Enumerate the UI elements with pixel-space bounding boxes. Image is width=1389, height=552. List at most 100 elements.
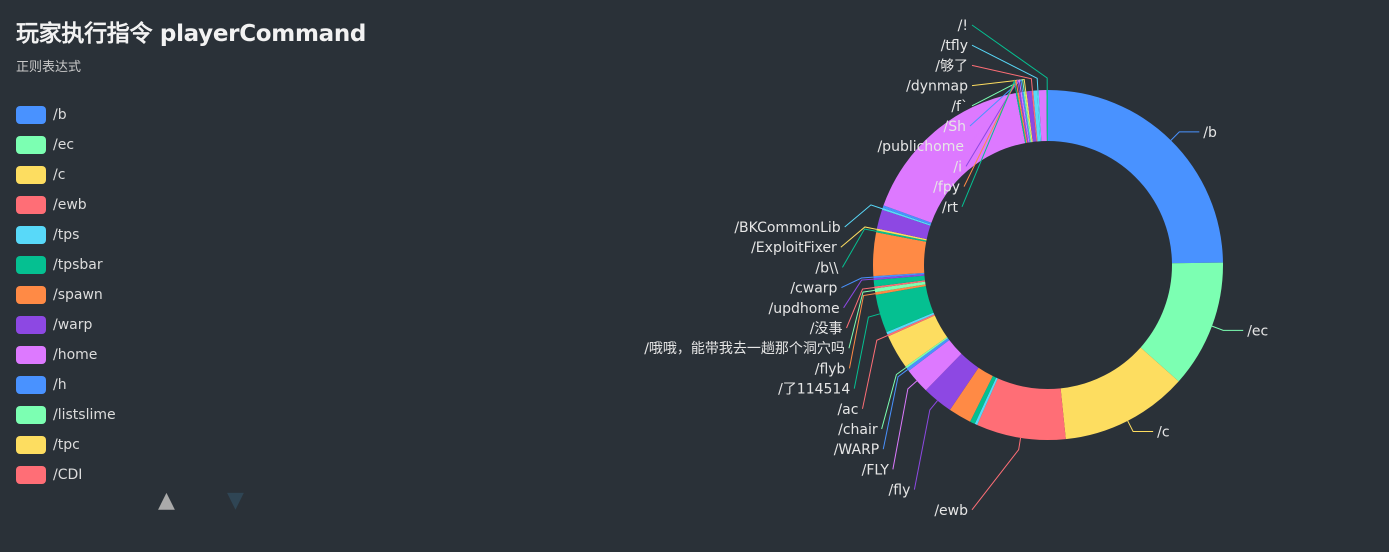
legend-item[interactable]: /ewb bbox=[16, 190, 116, 220]
legend-label: /tpsbar bbox=[53, 257, 103, 273]
legend-label: /spawn bbox=[53, 287, 103, 303]
pie-slice[interactable] bbox=[905, 337, 948, 369]
legend-item[interactable]: /h bbox=[16, 370, 116, 400]
pie-slice[interactable] bbox=[949, 367, 993, 422]
legend-swatch bbox=[16, 316, 46, 334]
pie-slice[interactable] bbox=[881, 207, 931, 226]
pie-slice[interactable] bbox=[1023, 91, 1032, 143]
pie-slice[interactable] bbox=[1048, 90, 1223, 264]
slice-label: /b\\ bbox=[815, 260, 838, 276]
pie-slice[interactable] bbox=[873, 272, 925, 279]
pie-slice[interactable] bbox=[1018, 92, 1029, 143]
pie-slice[interactable] bbox=[874, 281, 926, 293]
pie-slice[interactable] bbox=[876, 209, 931, 240]
pie-slice[interactable] bbox=[875, 284, 926, 295]
pie-slice[interactable] bbox=[874, 280, 926, 289]
slice-label: /flyb bbox=[815, 361, 846, 377]
label-line bbox=[971, 64, 1033, 91]
label-line bbox=[848, 293, 876, 369]
label-line bbox=[1211, 325, 1244, 331]
legend-swatch bbox=[16, 166, 46, 184]
legend-item[interactable]: /tps bbox=[16, 220, 116, 250]
pie-slice[interactable] bbox=[1060, 347, 1179, 440]
pie-slice[interactable] bbox=[1026, 90, 1037, 142]
slice-label: /WARP bbox=[834, 442, 880, 458]
slice-label: /够了 bbox=[935, 58, 968, 74]
pie-slice[interactable] bbox=[1021, 91, 1031, 143]
pie-slice[interactable] bbox=[1017, 92, 1028, 143]
slice-label: /cwarp bbox=[790, 281, 837, 297]
legend-label: /warp bbox=[53, 317, 93, 333]
pie-slice[interactable] bbox=[873, 274, 925, 281]
label-line bbox=[882, 369, 908, 450]
pie-slice[interactable] bbox=[1020, 91, 1030, 143]
pie-slice[interactable] bbox=[977, 378, 1066, 441]
label-line bbox=[971, 78, 1025, 107]
legend-item[interactable]: /CDI bbox=[16, 460, 116, 490]
pie-slice[interactable] bbox=[1037, 90, 1042, 142]
slice-label: /fpy bbox=[933, 180, 960, 196]
legend: /b/ec/c/ewb/tps/tpsbar/spawn/warp/home/h… bbox=[16, 100, 116, 490]
pie-slice[interactable] bbox=[886, 312, 935, 335]
legend-item[interactable]: /c bbox=[16, 160, 116, 190]
pie-slice[interactable] bbox=[882, 205, 932, 225]
label-line bbox=[971, 78, 1027, 92]
pie-slice[interactable] bbox=[1046, 90, 1048, 142]
label-line bbox=[848, 289, 875, 349]
legend-label: /home bbox=[53, 347, 98, 363]
legend-swatch bbox=[16, 376, 46, 394]
slice-label: /了114514 bbox=[778, 382, 850, 398]
label-line bbox=[841, 228, 877, 268]
legend-swatch bbox=[16, 196, 46, 214]
slice-label: /! bbox=[958, 18, 968, 34]
legend-item[interactable]: /tpsbar bbox=[16, 250, 116, 280]
pie-slice[interactable] bbox=[1140, 262, 1223, 382]
pie-slice[interactable] bbox=[1031, 90, 1038, 142]
pie-slice[interactable] bbox=[883, 92, 1026, 223]
pie-slice[interactable] bbox=[974, 377, 998, 426]
pie-slice[interactable] bbox=[1038, 90, 1047, 142]
legend-item[interactable]: /listslime bbox=[16, 400, 116, 430]
slice-label: /哦哦，能带我去一趟那个洞穴吗 bbox=[644, 341, 845, 357]
legend-swatch bbox=[16, 136, 46, 154]
pie-slice[interactable] bbox=[1024, 91, 1033, 143]
pie-slice[interactable] bbox=[906, 338, 950, 371]
legend-page-down-icon[interactable]: ▼ bbox=[227, 488, 244, 513]
legend-swatch bbox=[16, 106, 46, 124]
slice-label: /chair bbox=[838, 422, 878, 438]
legend-item[interactable]: /home bbox=[16, 340, 116, 370]
slice-label: /rt bbox=[942, 200, 958, 216]
pie-slice[interactable] bbox=[888, 315, 948, 367]
pie-slice[interactable] bbox=[887, 314, 935, 337]
pie-slice[interactable] bbox=[1015, 92, 1027, 144]
legend-item[interactable]: /spawn bbox=[16, 280, 116, 310]
pie-slice[interactable] bbox=[875, 286, 934, 333]
pie-slice[interactable] bbox=[970, 376, 997, 424]
pie-slice[interactable] bbox=[876, 228, 927, 241]
label-line bbox=[961, 79, 1018, 207]
pie-slice[interactable] bbox=[876, 230, 927, 242]
legend-item[interactable]: /b bbox=[16, 100, 116, 130]
label-line bbox=[844, 204, 883, 228]
legend-label: /b bbox=[53, 107, 67, 123]
pie-slice[interactable] bbox=[908, 340, 962, 391]
legend-page-up-icon[interactable]: ▲ bbox=[158, 488, 175, 513]
legend-swatch bbox=[16, 466, 46, 484]
slice-label: /f` bbox=[951, 99, 968, 115]
legend-item[interactable]: /ec bbox=[16, 130, 116, 160]
slice-label: /没事 bbox=[810, 321, 843, 337]
legend-label: /ewb bbox=[53, 197, 87, 213]
pie-slice[interactable] bbox=[1033, 90, 1041, 142]
label-line bbox=[967, 78, 1022, 147]
pie-slice[interactable] bbox=[873, 232, 927, 277]
legend-item[interactable]: /warp bbox=[16, 310, 116, 340]
label-line bbox=[892, 380, 918, 470]
label-line bbox=[840, 226, 877, 248]
pie-slice[interactable] bbox=[925, 353, 979, 410]
legend-item[interactable]: /tpc bbox=[16, 430, 116, 460]
slice-label: /ewb bbox=[934, 503, 968, 519]
pie-slice[interactable] bbox=[873, 275, 925, 287]
label-line bbox=[1170, 131, 1200, 141]
slice-label: /Sh bbox=[944, 119, 966, 135]
label-line bbox=[969, 78, 1024, 127]
